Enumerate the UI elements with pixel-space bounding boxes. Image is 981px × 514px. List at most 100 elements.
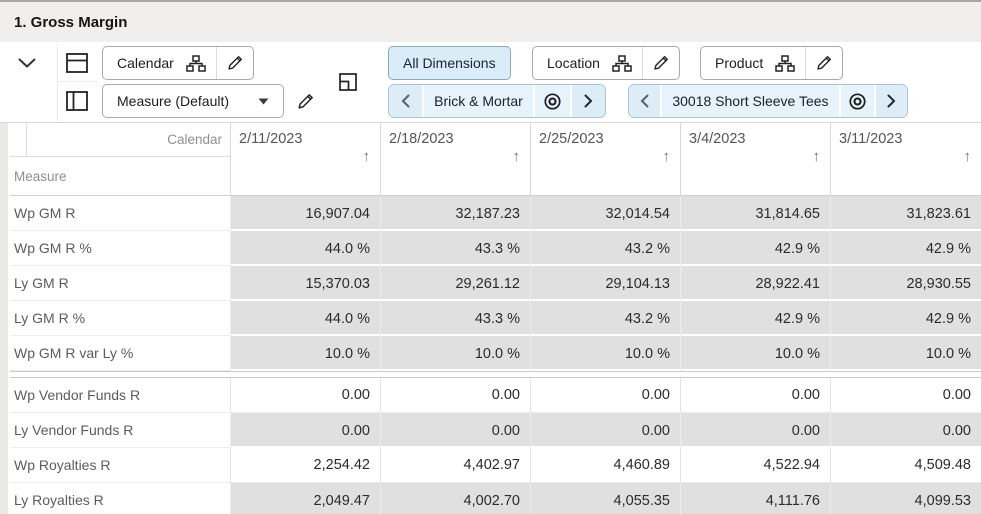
product-slicer-label[interactable]: 30018 Short Sleeve Tees bbox=[662, 85, 839, 117]
rows-axis-button[interactable] bbox=[64, 50, 90, 76]
data-cell-editable[interactable]: 0.00 bbox=[530, 378, 680, 413]
data-cell-readonly[interactable]: 0.00 bbox=[230, 413, 380, 448]
data-cell-editable[interactable]: 0.00 bbox=[380, 378, 530, 413]
data-cell-readonly[interactable]: 10.0 % bbox=[230, 336, 380, 371]
column-header[interactable]: 3/4/2023 ↑ bbox=[680, 123, 830, 195]
product-label: Product bbox=[715, 55, 764, 71]
sort-ascending-icon[interactable]: ↑ bbox=[662, 148, 671, 165]
tile-divider bbox=[641, 47, 643, 79]
row-header[interactable]: Wp GM R % bbox=[10, 231, 230, 266]
column-header[interactable]: 2/11/2023 ↑ bbox=[230, 123, 380, 195]
product-dimension-tile[interactable]: Product bbox=[700, 46, 844, 80]
target-scope-button[interactable] bbox=[840, 85, 874, 117]
grid-body: Wp GM R 16,907.04 32,187.23 32,014.54 31,814… bbox=[10, 196, 981, 514]
data-cell-readonly[interactable]: 10.0 % bbox=[680, 336, 830, 371]
edit-calendar-axis-button[interactable] bbox=[217, 47, 253, 79]
tile-divider bbox=[215, 47, 217, 79]
collapse-toolbar-button[interactable] bbox=[14, 54, 40, 72]
hierarchy-icon[interactable] bbox=[775, 54, 805, 72]
columns-axis-button[interactable] bbox=[64, 88, 90, 114]
z-axis-slice-button[interactable] bbox=[334, 68, 362, 96]
data-cell-readonly[interactable]: 29,261.12 bbox=[380, 266, 530, 301]
hierarchy-icon[interactable] bbox=[612, 54, 642, 72]
data-cell-editable[interactable]: 2,254.42 bbox=[230, 448, 380, 483]
location-dimension-tile[interactable]: Location bbox=[532, 46, 680, 80]
data-cell-readonly[interactable]: 0.00 bbox=[380, 413, 530, 448]
data-cell-editable[interactable]: 4,522.94 bbox=[680, 448, 830, 483]
row-header[interactable]: Wp Vendor Funds R bbox=[10, 378, 230, 413]
data-cell-readonly[interactable]: 28,930.55 bbox=[830, 266, 981, 301]
data-cell-readonly[interactable]: 43.2 % bbox=[530, 301, 680, 336]
location-slicer-label[interactable]: Brick & Mortar bbox=[424, 85, 533, 117]
row-header[interactable]: Ly GM R bbox=[10, 266, 230, 301]
data-cell-readonly[interactable]: 32,014.54 bbox=[530, 196, 680, 231]
data-cell-readonly[interactable]: 0.00 bbox=[680, 413, 830, 448]
toolbar-divider bbox=[57, 42, 58, 122]
column-header[interactable]: 3/11/2023 ↑ bbox=[830, 123, 981, 195]
pencil-icon bbox=[815, 54, 833, 72]
data-cell-readonly[interactable]: 10.0 % bbox=[830, 336, 981, 371]
next-location-button[interactable] bbox=[571, 85, 605, 117]
pivot-grid: Calendar Measure 2/11/2023 ↑ 2/18/2023 ↑ 2/2… bbox=[0, 122, 981, 514]
data-cell-readonly[interactable]: 44.0 % bbox=[230, 301, 380, 336]
target-scope-button[interactable] bbox=[534, 85, 570, 117]
data-cell-readonly[interactable]: 42.9 % bbox=[830, 301, 981, 336]
data-cell-editable[interactable]: 0.00 bbox=[230, 378, 380, 413]
data-cell-readonly[interactable]: 4,002.70 bbox=[380, 483, 530, 514]
sort-ascending-icon[interactable]: ↑ bbox=[512, 148, 521, 165]
data-cell-editable[interactable]: 0.00 bbox=[680, 378, 830, 413]
data-cell-readonly[interactable]: 29,104.13 bbox=[530, 266, 680, 301]
data-cell-readonly[interactable]: 4,111.76 bbox=[680, 483, 830, 514]
data-cell-readonly[interactable]: 43.3 % bbox=[380, 301, 530, 336]
edit-product-button[interactable] bbox=[806, 47, 842, 79]
data-cell-readonly[interactable]: 31,823.61 bbox=[830, 196, 981, 231]
sort-ascending-icon[interactable]: ↑ bbox=[362, 148, 371, 165]
data-cell-readonly[interactable]: 42.9 % bbox=[680, 231, 830, 266]
data-cell-readonly[interactable]: 15,370.03 bbox=[230, 266, 380, 301]
data-cell-editable[interactable]: 4,460.89 bbox=[530, 448, 680, 483]
row-header[interactable]: Ly GM R % bbox=[10, 301, 230, 336]
data-cell-readonly[interactable]: 0.00 bbox=[530, 413, 680, 448]
view-title: 1. Gross Margin bbox=[14, 13, 128, 31]
previous-product-button[interactable] bbox=[629, 85, 661, 117]
edit-location-button[interactable] bbox=[643, 47, 679, 79]
data-cell-readonly[interactable]: 42.9 % bbox=[830, 231, 981, 266]
data-cell-readonly[interactable]: 10.0 % bbox=[530, 336, 680, 371]
next-product-button[interactable] bbox=[875, 85, 907, 117]
data-cell-editable[interactable]: 0.00 bbox=[830, 378, 981, 413]
data-cell-readonly[interactable]: 32,187.23 bbox=[380, 196, 530, 231]
row-header[interactable]: Wp GM R var Ly % bbox=[10, 336, 230, 371]
pencil-icon bbox=[652, 54, 670, 72]
data-cell-readonly[interactable]: 31,814.65 bbox=[680, 196, 830, 231]
calendar-axis-tile[interactable]: Calendar bbox=[102, 46, 254, 80]
row-header[interactable]: Wp GM R bbox=[10, 196, 230, 231]
bullseye-icon bbox=[543, 92, 562, 111]
data-cell-readonly[interactable]: 42.9 % bbox=[680, 301, 830, 336]
sort-ascending-icon[interactable]: ↑ bbox=[812, 148, 821, 165]
data-cell-editable[interactable]: 4,509.48 bbox=[830, 448, 981, 483]
data-cell-readonly[interactable]: 44.0 % bbox=[230, 231, 380, 266]
measure-axis-tile[interactable]: Measure (Default) bbox=[102, 84, 284, 118]
data-cell-readonly[interactable]: 10.0 % bbox=[380, 336, 530, 371]
location-slicer-chip: Brick & Mortar bbox=[388, 84, 606, 118]
data-cell-readonly[interactable]: 43.3 % bbox=[380, 231, 530, 266]
data-cell-readonly[interactable]: 4,099.53 bbox=[830, 483, 981, 514]
hierarchy-icon[interactable] bbox=[186, 54, 216, 72]
previous-location-button[interactable] bbox=[389, 85, 423, 117]
data-cell-readonly[interactable]: 16,907.04 bbox=[230, 196, 380, 231]
data-cell-readonly[interactable]: 28,922.41 bbox=[680, 266, 830, 301]
data-cell-readonly[interactable]: 4,055.35 bbox=[530, 483, 680, 514]
all-dimensions-button[interactable]: All Dimensions bbox=[388, 46, 511, 80]
column-header[interactable]: 2/25/2023 ↑ bbox=[530, 123, 680, 195]
data-cell-readonly[interactable]: 0.00 bbox=[830, 413, 981, 448]
measure-row: Wp Royalties R 2,254.42 4,402.97 4,460.89 4,… bbox=[10, 448, 981, 483]
data-cell-editable[interactable]: 4,402.97 bbox=[380, 448, 530, 483]
row-header[interactable]: Ly Vendor Funds R bbox=[10, 413, 230, 448]
column-header[interactable]: 2/18/2023 ↑ bbox=[380, 123, 530, 195]
sort-ascending-icon[interactable]: ↑ bbox=[963, 148, 972, 165]
row-header[interactable]: Wp Royalties R bbox=[10, 448, 230, 483]
row-header[interactable]: Ly Royalties R bbox=[10, 483, 230, 514]
data-cell-readonly[interactable]: 43.2 % bbox=[530, 231, 680, 266]
data-cell-readonly[interactable]: 2,049.47 bbox=[230, 483, 380, 514]
edit-measure-axis-button[interactable] bbox=[290, 86, 320, 116]
